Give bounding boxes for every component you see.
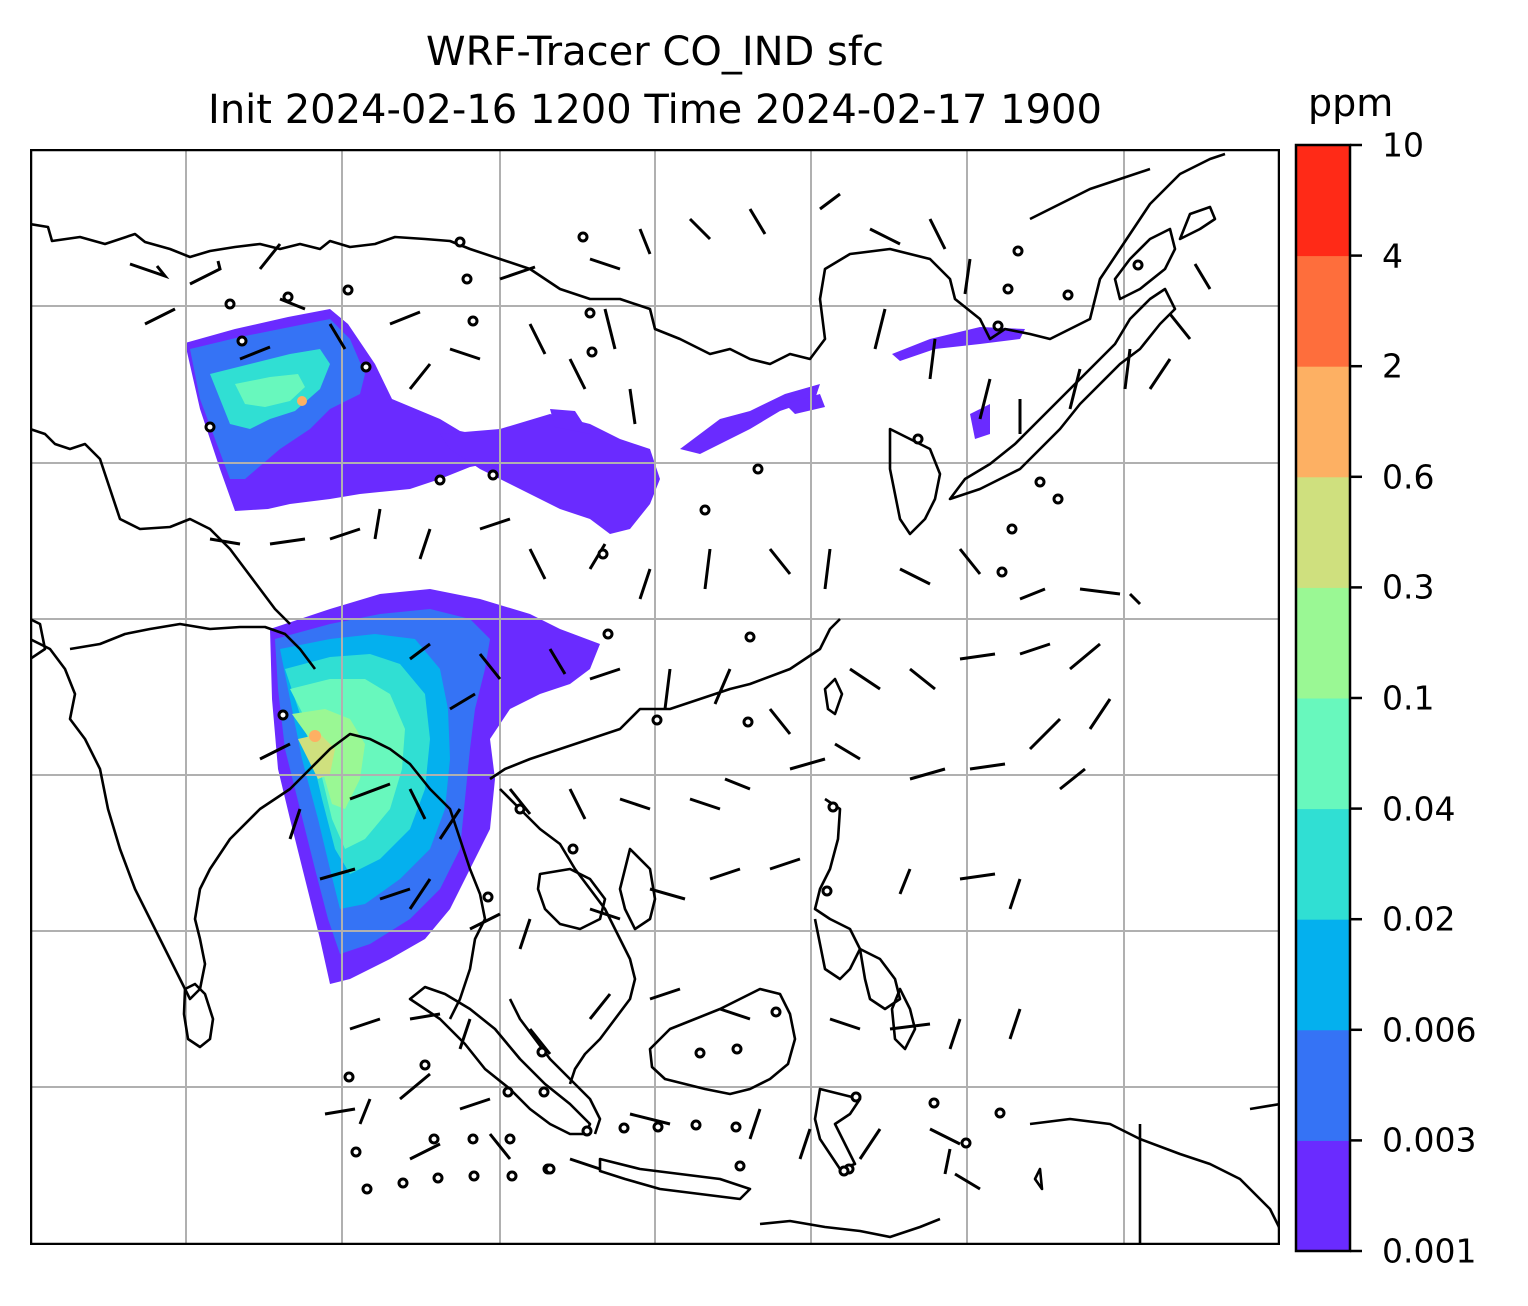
colorbar-tick-label: 0.006 [1382,1010,1477,1050]
colorbar-tick-label: 10 [1382,125,1424,165]
colorbar-swatch [1296,366,1350,478]
plume-gansu [440,414,660,534]
colorbar-tick-label: 4 [1382,236,1403,276]
colorbar-tick-label: 0.003 [1382,1120,1477,1160]
colorbar-tick-label: 0.001 [1382,1231,1477,1271]
colorbar-swatch [1296,919,1350,1031]
coastlines-borders [30,152,1280,1245]
colorbar-swatch [1296,698,1350,810]
colorbar-swatch [1296,808,1350,920]
colorbar-swatch [1296,476,1350,588]
tracer-plumes [185,309,1025,984]
map-title: WRF-Tracer CO_IND sfc [426,29,884,75]
colorbar-tick-label: 0.1 [1382,678,1435,718]
calm-wind-circles [204,231,1144,1195]
colorbar-tick-label: 0.3 [1382,567,1435,607]
lat-lon-grid [30,149,1280,1245]
colorbar-swatch [1296,1029,1350,1141]
colorbar-tick-label: 2 [1382,346,1403,386]
colorbar-swatch [1296,1140,1350,1252]
map-panel [30,149,1280,1245]
colorbar-swatch [1296,255,1350,367]
colorbar-tick-label: 0.02 [1382,899,1456,939]
colorbar-swatch [1296,145,1350,257]
plume-north-china [680,384,820,454]
colorbar-tick-label: 0.04 [1382,789,1456,829]
colorbar-swatch [1296,587,1350,699]
colorbar: 0.001 0.003 0.006 0.02 0.04 0.1 0.3 0.6 2 4 10 [1294,129,1514,1268]
map-subtitle: Init 2024-02-16 1200 Time 2024-02-17 190… [208,87,1102,133]
wind-barbs [129,192,1212,1191]
colorbar-unit: ppm [1308,81,1394,125]
map-frame [30,149,1280,1245]
colorbar-swatches [1294,143,1362,1253]
colorbar-tick-label: 0.6 [1382,457,1435,497]
